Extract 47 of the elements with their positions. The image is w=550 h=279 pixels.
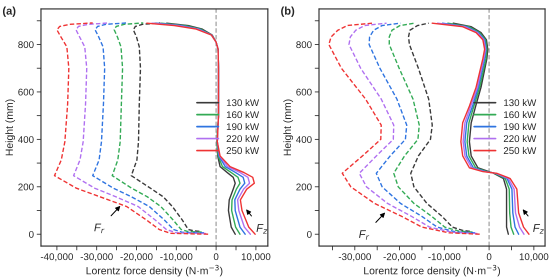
y-tick-label: 200 xyxy=(296,184,312,190)
x-tick-label: -30,000 xyxy=(80,253,113,262)
line-series xyxy=(388,22,474,233)
y-tick-label: 800 xyxy=(18,41,34,48)
annotation: F$_{r}$ xyxy=(359,230,370,240)
x-tick-label: 10,000 xyxy=(242,253,270,262)
annotation: F$_{z}$ xyxy=(533,224,544,234)
x-axis-title: Lorentz force density (N·m$^{−3}$) xyxy=(364,264,500,276)
legend-label: 190 kW xyxy=(504,122,536,130)
x-tick-label: -10,000 xyxy=(428,253,460,262)
annotation: F$_{r}$ xyxy=(94,224,104,234)
x-tick-label: 0 xyxy=(486,253,492,260)
x-tick-label: -10,000 xyxy=(160,253,192,262)
x-tick-label: -20,000 xyxy=(120,253,153,262)
y-tick-label: 600 xyxy=(18,88,34,96)
legend-label: 220 kW xyxy=(226,134,260,142)
y-axis-title: Height (mm) xyxy=(283,100,294,156)
x-axis-title: Lorentz force density (N·m$^{−3}$) xyxy=(86,264,222,276)
legend-label: 250 kW xyxy=(504,146,536,154)
x-tick-label: -40,000 xyxy=(40,253,74,262)
y-tick-label: 600 xyxy=(296,88,312,96)
y-tick-label: 0 xyxy=(307,230,312,238)
y-axis-title: Height (mm) xyxy=(5,100,16,156)
x-tick-label: -20,000 xyxy=(384,253,416,262)
legend-label: 160 kW xyxy=(504,110,536,118)
line-series xyxy=(130,22,200,232)
legend-label: 130 kW xyxy=(226,99,260,106)
y-tick-label: 400 xyxy=(296,136,312,143)
y-tick-label: 0 xyxy=(29,230,34,238)
legend-label: 130 kW xyxy=(504,99,536,106)
legend-label: 190 kW xyxy=(226,122,260,130)
annotation: F$_{z}$ xyxy=(256,224,268,234)
line-series xyxy=(92,22,205,234)
x-tick-label: 10,000 xyxy=(520,253,548,262)
legend-label: 250 kW xyxy=(226,146,260,154)
chart-title: (b) xyxy=(281,6,294,17)
x-tick-label: -30,000 xyxy=(338,253,371,262)
y-tick-label: 400 xyxy=(18,136,34,143)
chart-title: (a) xyxy=(2,6,16,17)
y-tick-label: 800 xyxy=(296,41,312,48)
line-series xyxy=(408,22,471,232)
line-series xyxy=(112,22,202,233)
line-series xyxy=(368,22,476,234)
legend-label: 220 kW xyxy=(504,134,536,142)
y-tick-label: 200 xyxy=(18,184,34,190)
legend-label: 160 kW xyxy=(226,110,260,118)
x-tick-label: 0 xyxy=(214,253,218,260)
